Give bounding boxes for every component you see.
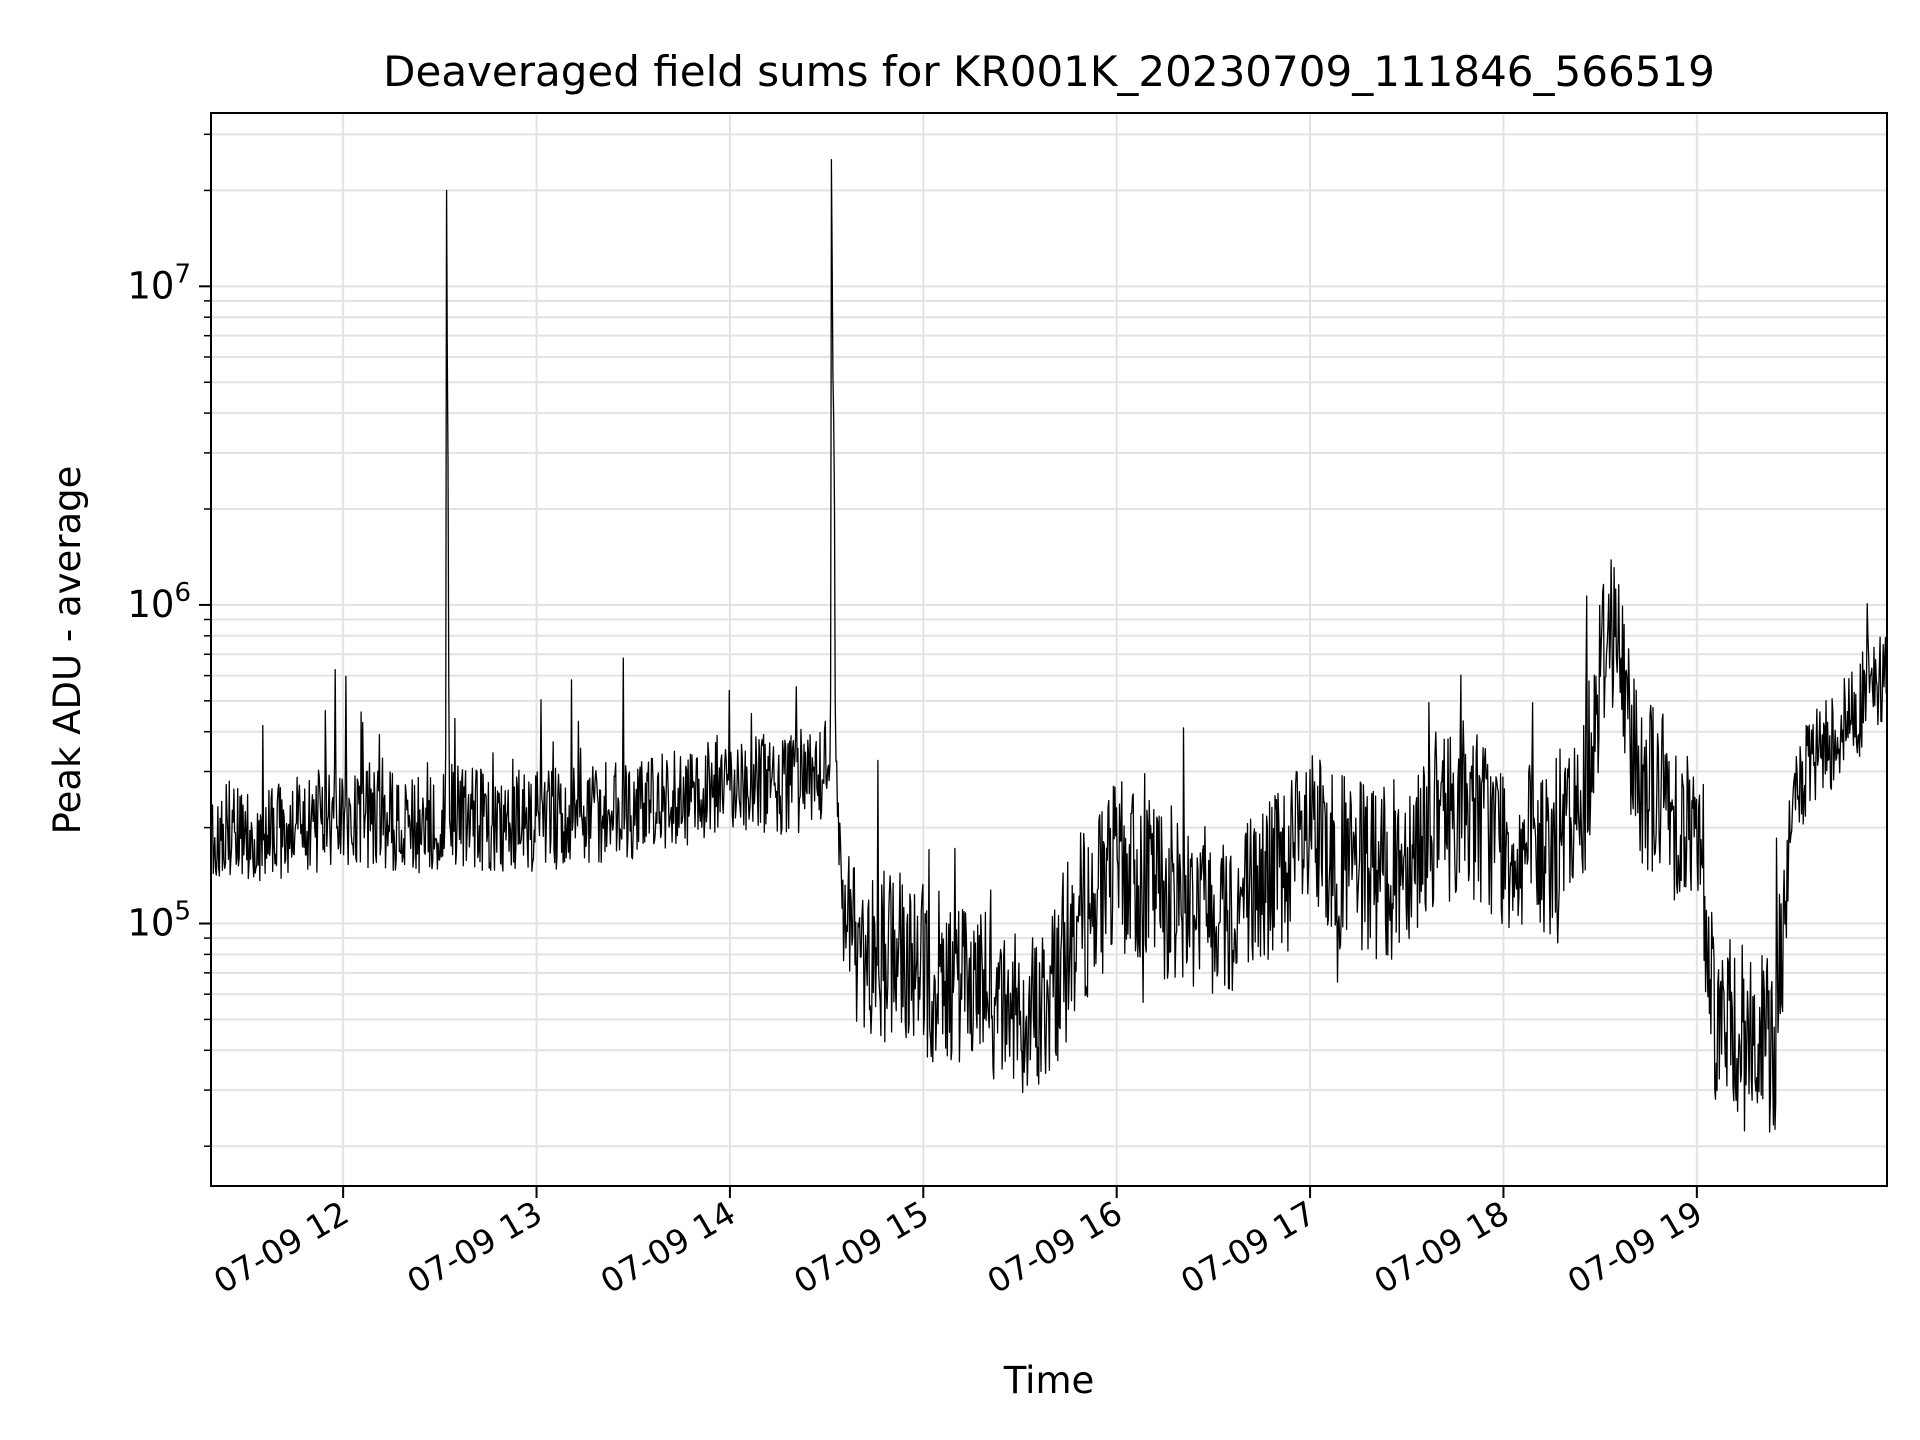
plot-frame xyxy=(210,112,1888,1187)
series-line xyxy=(210,158,1888,1133)
y-axis-label: Peak ADU - average xyxy=(46,466,89,835)
x-axis-label: Time xyxy=(1003,1359,1095,1402)
y-tick-label: 107 xyxy=(127,259,191,307)
y-tick-label: 106 xyxy=(127,578,191,626)
chart-title: Deaveraged field sums for KR001K_2023070… xyxy=(383,47,1715,96)
y-tick-label: 105 xyxy=(127,897,191,945)
series-layer xyxy=(210,158,1888,1133)
y-axis-ticks: 105 106 107 xyxy=(127,133,211,1147)
